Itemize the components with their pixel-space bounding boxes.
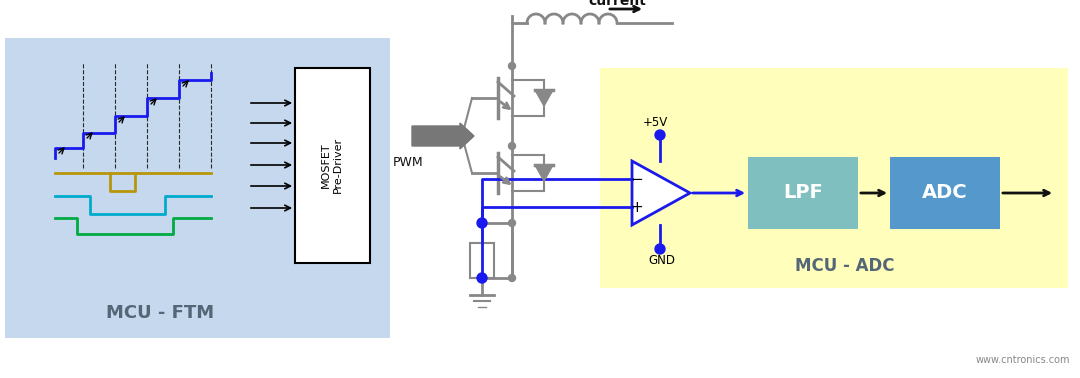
- Bar: [470, 243, 494, 278]
- Text: MCU - ADC: MCU - ADC: [795, 257, 894, 275]
- Text: +5V: +5V: [643, 116, 667, 130]
- FancyArrow shape: [411, 123, 474, 149]
- Text: +: +: [631, 200, 644, 214]
- Circle shape: [654, 244, 665, 254]
- Circle shape: [509, 62, 515, 70]
- Bar: [748, 157, 858, 229]
- Text: MOSFET
Pre-Driver: MOSFET Pre-Driver: [321, 137, 342, 193]
- Text: PWM: PWM: [393, 155, 423, 169]
- Bar: [5, 38, 390, 338]
- Circle shape: [477, 273, 487, 283]
- Text: ADC: ADC: [922, 183, 968, 203]
- Circle shape: [509, 220, 515, 226]
- Text: GND: GND: [648, 254, 675, 268]
- Polygon shape: [535, 90, 553, 106]
- Polygon shape: [632, 161, 690, 225]
- Text: current: current: [589, 0, 646, 8]
- Text: LPF: LPF: [783, 183, 823, 203]
- Circle shape: [509, 274, 515, 282]
- Polygon shape: [535, 165, 553, 181]
- Text: MCU - FTM: MCU - FTM: [106, 304, 214, 322]
- Text: −: −: [631, 172, 644, 186]
- Bar: [295, 68, 370, 263]
- Text: www.cntronics.com: www.cntronics.com: [975, 355, 1070, 365]
- Bar: [600, 68, 1068, 288]
- Circle shape: [477, 218, 487, 228]
- Circle shape: [654, 130, 665, 140]
- Circle shape: [509, 143, 515, 150]
- Bar: [890, 157, 1000, 229]
